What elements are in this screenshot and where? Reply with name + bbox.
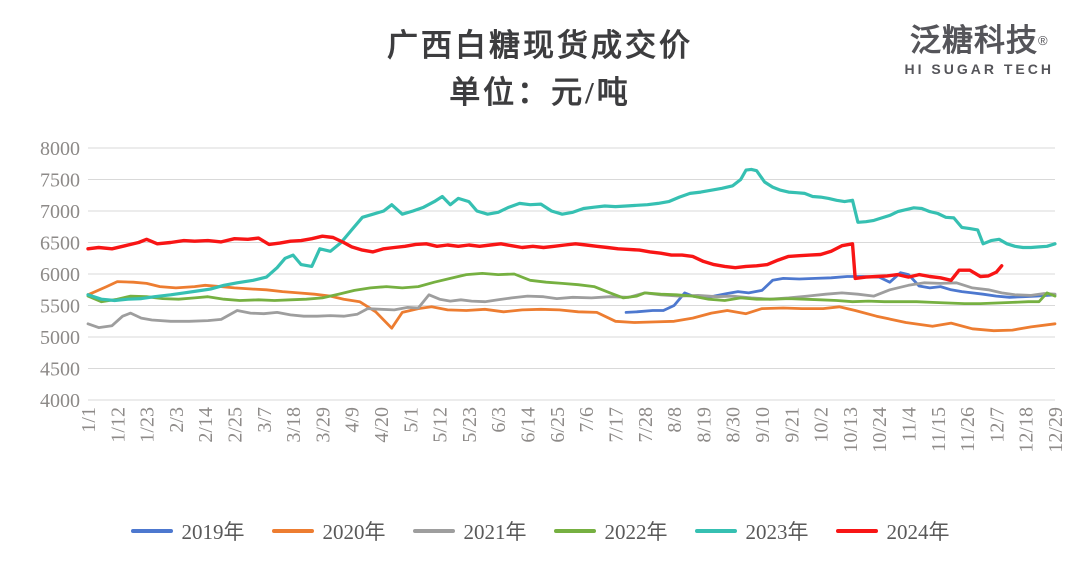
- x-axis-tick-12/18: 12/18: [1016, 407, 1038, 453]
- x-axis-tick-11/4: 11/4: [899, 407, 921, 442]
- logo-cn-text: 泛糖科技®: [905, 24, 1054, 58]
- series-line-2024年: [86, 234, 1004, 282]
- x-axis-tick-7/6: 7/6: [576, 407, 598, 433]
- series-line-2020年: [86, 280, 1057, 333]
- x-axis-tick-1/1: 1/1: [78, 407, 100, 433]
- x-axis-tick-7/28: 7/28: [635, 407, 657, 443]
- x-axis-tick-4/9: 4/9: [342, 407, 364, 433]
- x-axis-tick-9/21: 9/21: [781, 407, 803, 443]
- x-axis-tick-7/17: 7/17: [606, 407, 628, 443]
- x-axis-tick-2/25: 2/25: [225, 407, 247, 443]
- x-axis-tick-1/12: 1/12: [107, 407, 129, 443]
- y-axis-tick-8000: 8000: [40, 138, 80, 160]
- legend-item-2022年: 2022年: [553, 516, 668, 546]
- legend-item-2020年: 2020年: [271, 516, 386, 546]
- chart-title-block: 广西白糖现货成交价 单位：元/吨: [0, 22, 1080, 116]
- legend-label: 2021年: [463, 520, 527, 544]
- x-axis-tick-8/30: 8/30: [723, 407, 745, 443]
- y-axis-tick-5500: 5500: [40, 296, 80, 318]
- x-axis-tick-8/8: 8/8: [664, 407, 686, 433]
- x-axis-tick-10/24: 10/24: [869, 407, 891, 453]
- x-axis-tick-3/18: 3/18: [283, 407, 305, 443]
- legend-label: 2024年: [886, 520, 950, 544]
- x-axis-tick-6/3: 6/3: [488, 407, 510, 433]
- x-axis-tick-10/2: 10/2: [811, 407, 833, 443]
- legend-label: 2019年: [181, 520, 245, 544]
- x-axis-tick-11/15: 11/15: [928, 407, 950, 452]
- y-axis-tick-7000: 7000: [40, 201, 80, 223]
- logo-cn-label: 泛糖科技: [909, 23, 1038, 58]
- x-axis-tick-5/1: 5/1: [400, 407, 422, 433]
- series-line-2022年: [86, 271, 1057, 306]
- legend-item-2021年: 2021年: [412, 516, 527, 546]
- chart-unit-subtitle: 单位：元/吨: [449, 75, 631, 110]
- registered-trademark-icon: ®: [1037, 33, 1049, 48]
- chart-legend: 2019年 2020年 2021年 2022年 2023年 2024年: [0, 516, 1080, 546]
- legend-label: 2022年: [604, 520, 668, 544]
- x-axis-tick-4/20: 4/20: [371, 407, 393, 443]
- legend-swatch-icon: [271, 529, 314, 533]
- x-axis-tick-12/7: 12/7: [986, 407, 1008, 443]
- x-axis-tick-9/10: 9/10: [752, 407, 774, 443]
- legend-label: 2023年: [745, 520, 809, 544]
- y-axis-tick-5000: 5000: [40, 327, 80, 349]
- x-axis-tick-2/3: 2/3: [166, 407, 188, 433]
- x-axis-tick-5/23: 5/23: [459, 407, 481, 443]
- x-axis-tick-2/14: 2/14: [195, 407, 217, 443]
- y-axis-tick-4000: 4000: [40, 390, 80, 412]
- series-line-2021年: [86, 281, 1057, 330]
- x-axis-tick-3/7: 3/7: [254, 407, 276, 433]
- y-axis-tick-6500: 6500: [40, 233, 80, 255]
- x-axis-tick-1/23: 1/23: [137, 407, 159, 443]
- legend-item-2023年: 2023年: [694, 516, 809, 546]
- legend-swatch-icon: [694, 529, 737, 533]
- legend-swatch-icon: [835, 529, 878, 533]
- x-axis-tick-5/12: 5/12: [430, 407, 452, 443]
- page-title: 广西白糖现货成交价: [387, 28, 693, 63]
- y-axis-tick-6000: 6000: [40, 264, 80, 286]
- logo-en-text: HI SUGAR TECH: [904, 61, 1054, 77]
- x-axis-tick-6/25: 6/25: [547, 407, 569, 443]
- x-axis-tick-12/29: 12/29: [1045, 407, 1067, 453]
- legend-item-2019年: 2019年: [130, 516, 245, 546]
- legend-label: 2020年: [322, 520, 386, 544]
- legend-swatch-icon: [553, 529, 596, 533]
- x-axis-tick-8/19: 8/19: [693, 407, 715, 443]
- series-line-2023年: [86, 167, 1057, 303]
- x-axis-tick-10/13: 10/13: [840, 407, 862, 453]
- x-axis-tick-11/26: 11/26: [957, 407, 979, 452]
- x-axis-tick-3/29: 3/29: [312, 407, 334, 443]
- y-axis-tick-4500: 4500: [40, 359, 80, 381]
- legend-item-2024年: 2024年: [835, 516, 950, 546]
- legend-swatch-icon: [412, 529, 455, 533]
- x-axis-tick-6/14: 6/14: [518, 407, 540, 443]
- brand-logo: 泛糖科技® HI SUGAR TECH: [904, 24, 1054, 78]
- legend-swatch-icon: [130, 529, 173, 533]
- y-axis-tick-7500: 7500: [40, 170, 80, 192]
